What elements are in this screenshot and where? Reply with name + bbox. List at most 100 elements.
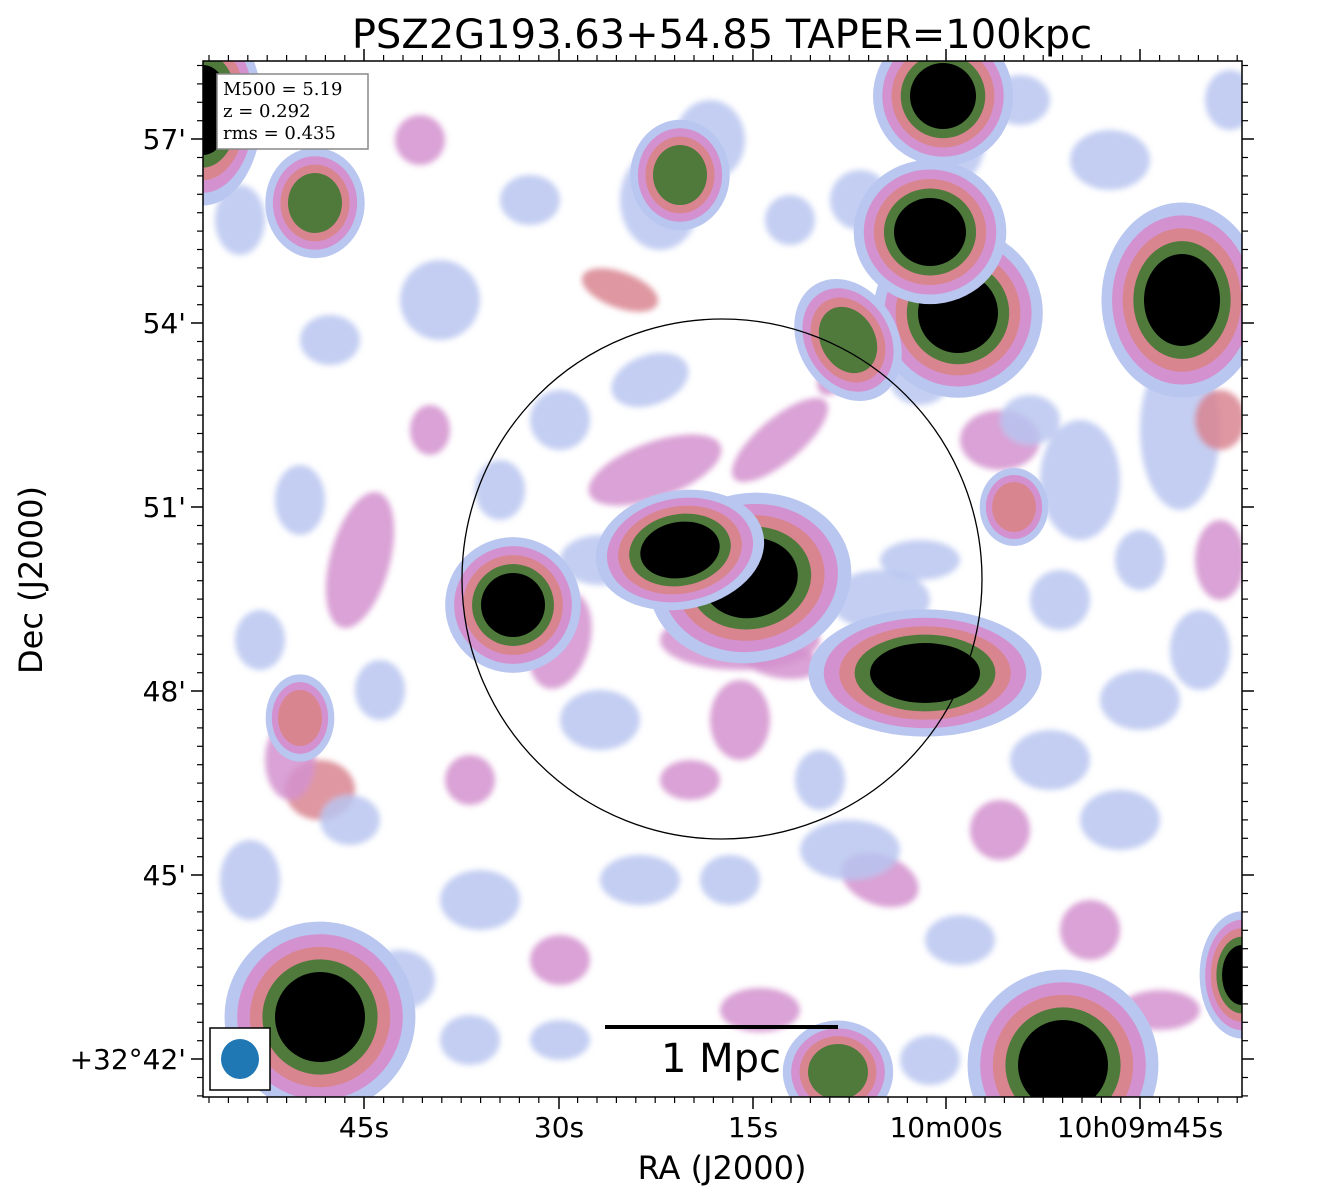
diffuse-blob [560, 690, 640, 750]
diffuse-blob [1000, 395, 1060, 445]
beam-marker [209, 1027, 271, 1091]
source-ring [992, 482, 1036, 532]
x-tick-label: 30s [534, 1111, 584, 1144]
y-tick-label: 57' [143, 123, 186, 156]
diffuse-blob [795, 750, 845, 810]
y-tick-label: 51' [143, 491, 186, 524]
source-ring [910, 63, 976, 129]
diffuse-blob [880, 540, 960, 580]
minor-ticks [197, 55, 1248, 1103]
y-tick-label: 54' [143, 307, 186, 340]
diffuse-blob [731, 397, 829, 483]
diffuse-blob [325, 491, 395, 629]
diffuse-blob [355, 660, 405, 720]
info-redshift: z = 0.292 [223, 101, 311, 122]
radio-source [630, 119, 730, 231]
diffuse-blob [611, 352, 689, 408]
x-tick-label: 10m00s [889, 1111, 1002, 1144]
diffuse-blob [300, 315, 360, 365]
diffuse-blob [445, 755, 495, 805]
radio-source [873, 61, 1013, 166]
diffuse-blob [215, 185, 265, 255]
source-ring [1222, 945, 1242, 1005]
radio-source [595, 489, 765, 611]
diffuse-blob [220, 840, 280, 920]
x-tick-label: 10h09m45s [1057, 1111, 1224, 1144]
diffuse-blob [1195, 520, 1242, 600]
source-ring [808, 1044, 868, 1097]
source-ring [1144, 254, 1220, 346]
emission-map [203, 61, 1242, 1097]
beam-ellipse [221, 1039, 259, 1079]
diffuse-blob [970, 800, 1030, 860]
radio-source [967, 969, 1159, 1097]
y-axis-label: Dec (J2000) [12, 486, 50, 674]
diffuse-blob [440, 1015, 500, 1065]
radio-source [853, 159, 1007, 305]
diffuse-blob [1030, 570, 1090, 630]
r500-circle [461, 318, 983, 840]
diffuse-blob [1195, 390, 1242, 450]
source-ring [653, 145, 707, 205]
diffuse-blob [475, 460, 525, 520]
diffuse-blob [710, 680, 770, 760]
chart-title: PSZ2G193.63+54.85 TAPER=100kpc [352, 12, 1092, 58]
x-tick-label: 45s [339, 1111, 389, 1144]
radio-source [265, 147, 365, 259]
diffuse-blob [440, 870, 520, 930]
diffuse-blob [400, 260, 480, 340]
radio-source [224, 921, 416, 1097]
source-ring [818, 306, 878, 374]
diffuse-blob [1010, 730, 1090, 790]
diffuse-blob [410, 405, 450, 455]
radio-source [782, 1020, 894, 1097]
diffuse-blob [581, 268, 659, 312]
y-axis: 57' 54' 51' 48' 45' +32°42' Dec (J2000) [12, 123, 1254, 1076]
source-ring [894, 198, 966, 266]
source-ring [275, 972, 365, 1062]
diffuse-blob [720, 988, 800, 1032]
source-ring [288, 173, 342, 233]
diffuse-blob [660, 760, 720, 800]
diffuse-blob [1080, 790, 1160, 850]
info-rms: rms = 0.435 [223, 123, 336, 144]
source-ring [1018, 1020, 1108, 1097]
radio-source [1199, 911, 1242, 1039]
compact-sources [203, 61, 1242, 1097]
diffuse-blob [530, 390, 590, 450]
y-tick-label: 45' [143, 859, 186, 892]
diffuse-blob [275, 465, 325, 535]
x-axis-label: RA (J2000) [638, 1149, 807, 1187]
diffuse-blob [235, 610, 285, 670]
diffuse-blob [530, 1020, 590, 1060]
info-box: M500 = 5.19 z = 0.292 rms = 0.435 [216, 73, 369, 150]
x-axis: 45s 30s 15s 10m00s 10h09m45s RA (J2000) [339, 49, 1223, 1187]
diffuse-blob [600, 855, 680, 905]
radio-source [265, 674, 335, 762]
source-ring [870, 643, 980, 703]
diffuse-blob [395, 115, 445, 165]
radio-source [445, 537, 581, 673]
diffuse-blob [700, 855, 760, 905]
diffuse-blob [1170, 610, 1230, 690]
source-ring [481, 573, 545, 637]
diffuse-blob [1115, 530, 1165, 590]
scale-bar: 1 Mpc [605, 1025, 838, 1082]
diffuse-blob [1040, 420, 1120, 540]
diffuse-blob [1205, 70, 1242, 130]
y-tick-label: 48' [143, 675, 186, 708]
diffuse-blob [1060, 900, 1120, 960]
diffuse-blob [1070, 130, 1150, 190]
diffuse-blob [800, 820, 900, 880]
diffuse-blob [530, 935, 590, 985]
radio-source [1101, 202, 1242, 398]
diffuse-blob [320, 795, 380, 845]
scale-bar-label: 1 Mpc [661, 1036, 781, 1082]
diffuse-blob [765, 195, 815, 245]
radio-source [979, 468, 1049, 546]
info-m500: M500 = 5.19 [223, 79, 342, 100]
source-ring [278, 690, 322, 746]
diffuse-blob [900, 1035, 960, 1085]
radio-source [808, 609, 1042, 737]
